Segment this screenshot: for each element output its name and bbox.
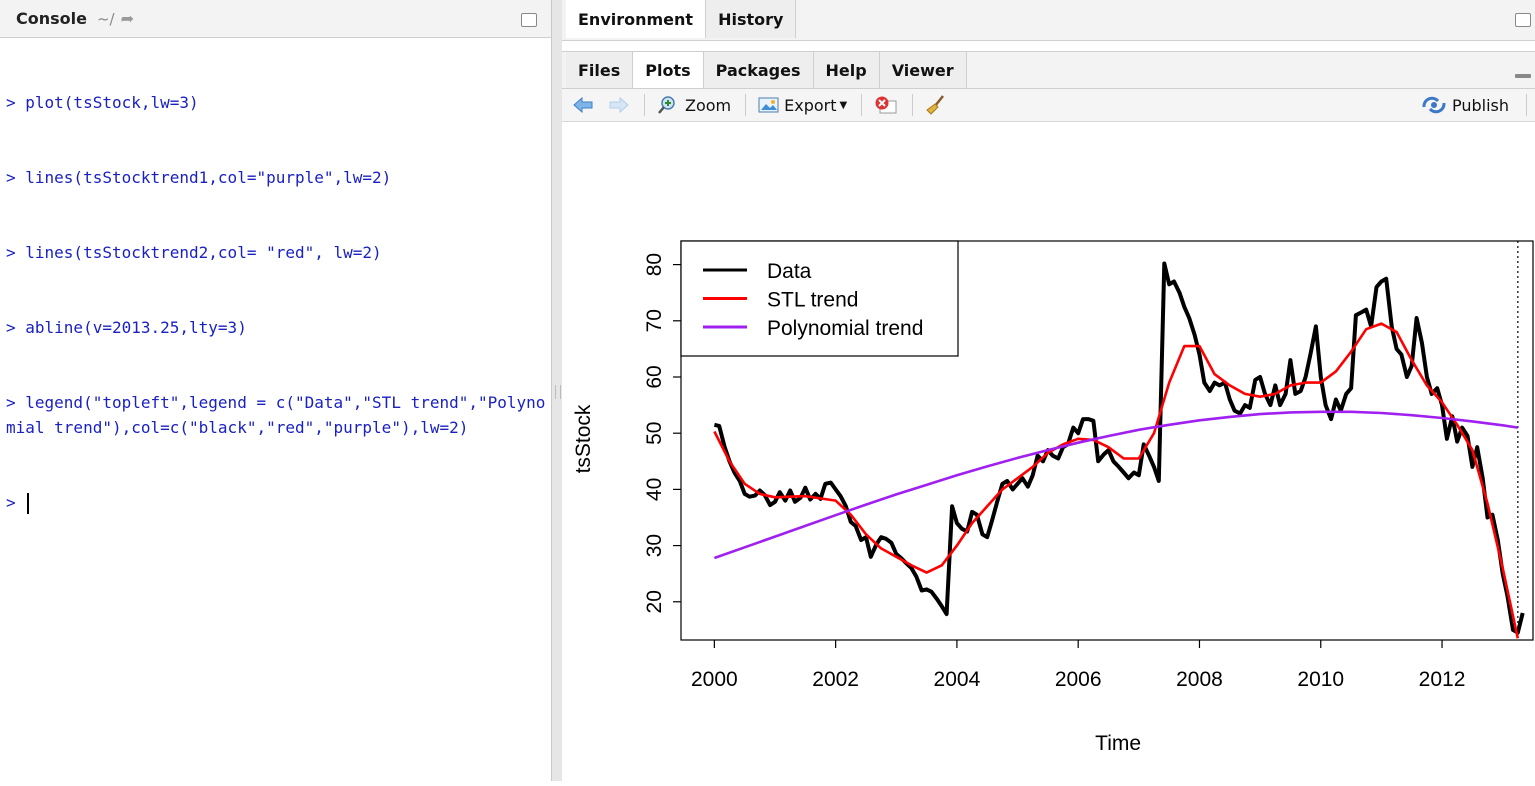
plots-toolbar: Zoom Export ▼ Publish xyxy=(562,89,1535,122)
zoom-icon xyxy=(658,96,675,114)
console-title[interactable]: Console xyxy=(16,9,87,28)
x-axis-label: Time xyxy=(1095,732,1141,755)
y-tick-label: 40 xyxy=(643,478,666,501)
x-tick-label: 2012 xyxy=(1419,668,1466,691)
console-pane: Console ~/ ➦ > plot(tsStock,lw=3) > line… xyxy=(0,0,552,781)
forward-button[interactable] xyxy=(608,96,630,114)
tab-help[interactable]: Help xyxy=(813,52,880,88)
tab-plots[interactable]: Plots xyxy=(633,52,704,88)
tab-environment[interactable]: Environment xyxy=(566,0,707,38)
ts-chart: 2000 2002 2004 2006 2008 2010 2012 20 30 40 50 60 70… xyxy=(572,240,1534,755)
x-tick-label: 2010 xyxy=(1297,668,1344,691)
export-image-icon xyxy=(758,97,779,113)
goto-directory-icon[interactable]: ➦ xyxy=(120,9,135,28)
zoom-label: Zoom xyxy=(685,95,732,115)
text-cursor xyxy=(27,493,30,514)
chevron-down-icon: ▼ xyxy=(839,99,848,111)
files-tabbar: Files Plots Packages Help Viewer xyxy=(562,52,1535,89)
clear-plots-button[interactable] xyxy=(925,94,947,116)
console-line: > abline(v=2013.25,lty=3) xyxy=(6,318,247,337)
tab-viewer[interactable]: Viewer xyxy=(879,52,967,88)
environment-pane: Environment History xyxy=(562,0,1535,41)
console-line: > lines(tsStocktrend2,col= "red", lw=2) xyxy=(6,243,382,262)
x-tick-label: 2002 xyxy=(812,668,859,691)
x-tick-label: 2008 xyxy=(1176,668,1223,691)
console-line: > plot(tsStock,lw=3) xyxy=(6,93,199,112)
console-output[interactable]: > plot(tsStock,lw=3) > lines(tsStocktren… xyxy=(0,38,546,565)
remove-plot-button[interactable] xyxy=(874,95,898,115)
tab-packages[interactable]: Packages xyxy=(703,52,814,88)
legend-label: STL trend xyxy=(767,289,858,312)
legend-label: Data xyxy=(767,260,812,283)
toolbar-separator xyxy=(861,94,863,116)
y-axis-label: tsStock xyxy=(572,404,595,473)
splitter-grip-icon[interactable] xyxy=(555,385,561,399)
console-path: ~/ xyxy=(96,9,115,28)
remove-plot-icon xyxy=(875,96,897,114)
maximize-pane-icon[interactable] xyxy=(521,13,537,27)
console-prompt-line[interactable]: > xyxy=(6,490,546,515)
x-tick-label: 2006 xyxy=(1055,668,1102,691)
toolbar-separator xyxy=(1526,94,1527,116)
y-tick-label: 50 xyxy=(643,422,666,445)
stl-trend-line xyxy=(713,322,1520,639)
back-button[interactable] xyxy=(572,96,594,114)
plot-frame xyxy=(680,240,1534,641)
maximize-pane-icon[interactable] xyxy=(1515,13,1531,27)
polynomial-trend-line xyxy=(713,410,1518,560)
y-tick-label: 80 xyxy=(643,253,666,276)
publish-label: Publish xyxy=(1451,95,1509,115)
export-button[interactable]: Export ▼ xyxy=(758,96,847,115)
console-header: Console ~/ ➦ xyxy=(0,0,551,38)
x-tick-label: 2004 xyxy=(934,668,981,691)
y-tick-label: 20 xyxy=(643,590,666,613)
data-series-line xyxy=(713,261,1525,635)
x-tick-label: 2000 xyxy=(691,668,738,691)
console-prompt: > xyxy=(6,493,16,512)
arrow-right-icon xyxy=(609,96,629,114)
toolbar-separator xyxy=(912,94,914,116)
y-tick-label: 60 xyxy=(643,365,666,388)
publish-button[interactable]: Publish xyxy=(1422,89,1509,121)
export-label: Export xyxy=(784,95,837,115)
console-line: > legend("topleft",legend = c("Data","ST… xyxy=(6,393,546,437)
legend-label: Polynomial trend xyxy=(767,317,923,340)
minimize-pane-icon[interactable] xyxy=(1515,74,1531,78)
arrow-left-icon xyxy=(573,96,593,114)
toolbar-separator xyxy=(644,94,645,116)
publish-icon xyxy=(1422,96,1446,114)
tab-history[interactable]: History xyxy=(706,0,797,38)
tab-files[interactable]: Files xyxy=(566,52,634,88)
console-line: > lines(tsStocktrend1,col="purple",lw=2) xyxy=(6,168,392,187)
environment-tabbar: Environment History xyxy=(562,0,1535,38)
plot-area: 2000 2002 2004 2006 2008 2010 2012 20 30 40 50 60 70… xyxy=(562,122,1535,782)
y-tick-label: 30 xyxy=(643,534,666,557)
broom-icon xyxy=(926,95,945,115)
zoom-button[interactable]: Zoom xyxy=(657,95,731,115)
pane-splitter[interactable] xyxy=(552,0,562,781)
toolbar-separator xyxy=(745,94,747,116)
plots-pane: Files Plots Packages Help Viewer Zoom Ex… xyxy=(562,51,1535,782)
y-tick-label: 70 xyxy=(643,309,666,332)
